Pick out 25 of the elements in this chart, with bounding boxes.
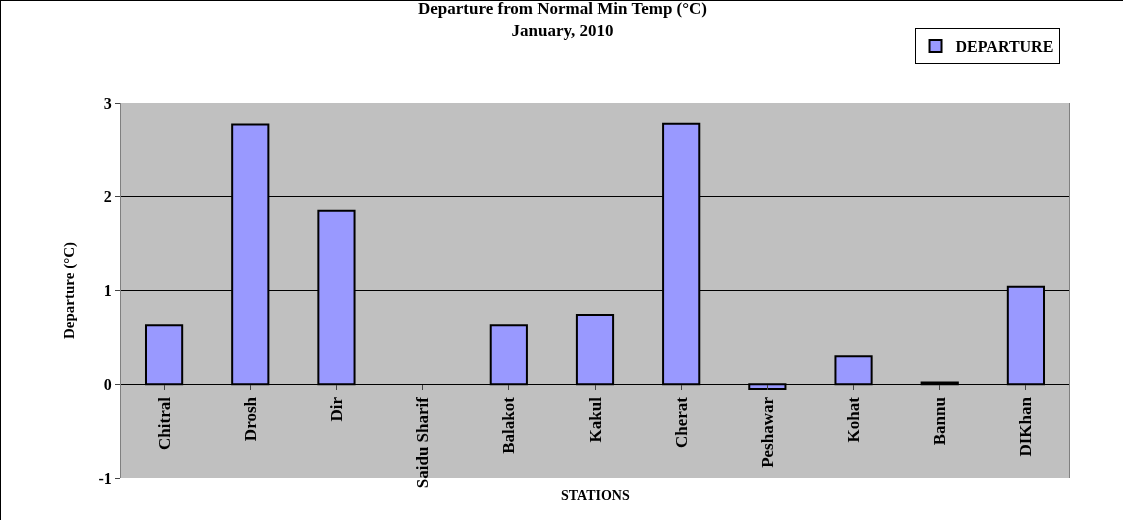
x-tick-label: Balakot [499, 396, 519, 454]
y-tick-label: -1 [98, 469, 112, 487]
x-tick-label: Cherat [671, 396, 691, 449]
x-axis-title: STATIONS [561, 488, 630, 503]
bar [144, 324, 184, 386]
x-tick-label: Dir [326, 396, 346, 422]
x-tick-label: Saidu Sharif [413, 396, 433, 489]
x-tick-label: Kakul [585, 396, 605, 443]
chart-title: Departure from Normal Min Temp (°C) [418, 0, 707, 18]
chart-subtitle: January, 2010 [511, 21, 614, 41]
y-tick-label: 1 [103, 282, 112, 300]
x-tick-label: DIKhan [1016, 396, 1036, 457]
y-axis-title: Departure (°C) [60, 242, 78, 339]
x-tick-label: Bannu [930, 397, 950, 446]
bar [575, 313, 615, 386]
bar [834, 355, 873, 386]
x-tick-label: Drosh [240, 396, 260, 442]
y-tick-label: 3 [103, 94, 112, 112]
y-tick-label: 2 [103, 188, 112, 206]
y-tick-label: 0 [103, 375, 112, 393]
x-tick-label: Peshawar [757, 396, 777, 468]
x-tick-label: Kohat [844, 396, 864, 443]
legend-label: DEPARTURE [955, 38, 1054, 56]
x-tick-label: Chitral [154, 396, 174, 450]
bar [489, 324, 528, 386]
